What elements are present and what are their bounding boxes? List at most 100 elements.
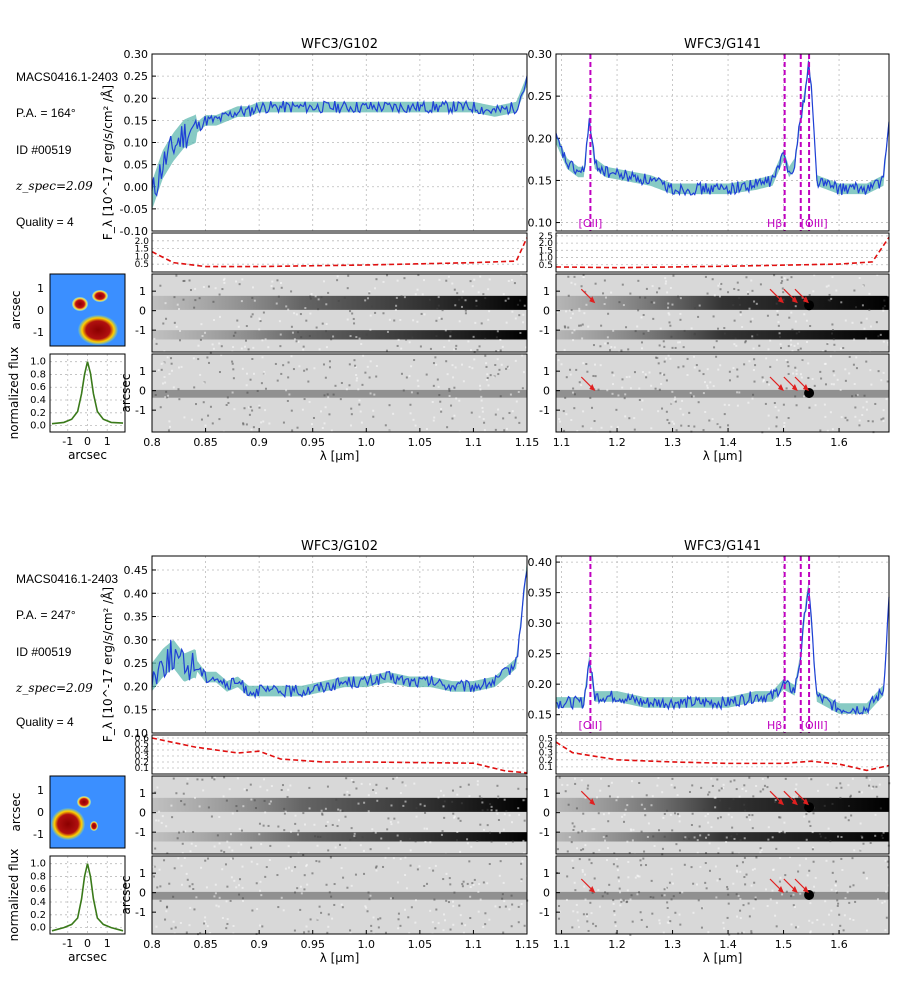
noise-pixel (705, 887, 708, 890)
noise-pixel (613, 346, 616, 349)
noise-pixel (636, 325, 639, 328)
noise-pixel (656, 784, 659, 787)
noise-pixel (218, 293, 221, 296)
noise-pixel (476, 840, 479, 843)
noise-pixel (401, 781, 404, 784)
noise-pixel (811, 848, 814, 851)
noise-pixel (351, 312, 354, 315)
spatial-tick-label: 0 (139, 305, 146, 318)
noise-pixel (432, 362, 435, 365)
noise-pixel (647, 822, 650, 825)
x-tick-label: 1.5 (775, 938, 793, 951)
noise-pixel (468, 795, 471, 798)
noise-pixel (556, 848, 559, 851)
noise-pixel (570, 309, 573, 312)
noise-pixel (492, 375, 495, 378)
noise-pixel (575, 368, 578, 371)
x-axis-2: 0.8 0.85 0.9 0.95 1.0 1.05 1.1 1.15λ [μm] (143, 930, 539, 965)
noise-pixel (244, 345, 247, 348)
noise-pixel (456, 292, 459, 295)
noise-pixel (876, 274, 879, 277)
noise-pixel (580, 384, 583, 387)
noise-pixel (404, 908, 407, 911)
noise-pixel (615, 932, 618, 935)
noise-pixel (345, 777, 348, 780)
noise-pixel (287, 845, 290, 848)
noise-pixel (321, 322, 324, 325)
noise-pixel (223, 277, 226, 280)
noise-pixel (843, 914, 846, 917)
noise-pixel (392, 857, 395, 860)
noise-pixel (865, 317, 868, 320)
noise-pixel (702, 429, 705, 432)
noise-pixel (325, 824, 328, 827)
x-tick-label: 1.4 (719, 436, 737, 449)
noise-pixel (794, 305, 797, 308)
noise-pixel (516, 303, 519, 306)
noise-pixel (716, 778, 719, 781)
noise-pixel (238, 893, 241, 896)
noise-pixel (335, 798, 338, 801)
arrow-head (802, 798, 809, 806)
noise-pixel (564, 396, 567, 399)
noise-pixel (162, 322, 165, 325)
noise-pixel (846, 891, 849, 894)
2d-spectrum-raw-2: 10-1 (135, 775, 528, 856)
noise-pixel (818, 832, 821, 835)
noise-pixel (759, 790, 762, 793)
noise-pixel (631, 920, 634, 923)
noise-pixel (875, 321, 878, 324)
noise-pixel (670, 867, 673, 870)
x-tick-label: 1.4 (719, 938, 737, 951)
spectrum-line (555, 61, 890, 197)
noise-pixel (774, 800, 777, 803)
noise-pixel (218, 418, 221, 421)
noise-pixel (663, 835, 666, 838)
noise-pixel (200, 323, 203, 326)
noise-pixel (630, 829, 633, 832)
noise-pixel (665, 379, 668, 382)
noise-pixel (420, 312, 423, 315)
noise-pixel (480, 399, 483, 402)
plot-title: WFC3/G102 (301, 37, 378, 52)
noise-pixel (369, 894, 372, 897)
noise-pixel (847, 819, 850, 822)
noise-pixel (442, 878, 445, 881)
noise-pixel (794, 926, 797, 929)
noise-pixel (865, 877, 868, 880)
noise-pixel (573, 881, 576, 884)
noise-pixel (389, 820, 392, 823)
noise-pixel (558, 418, 561, 421)
noise-pixel (719, 364, 722, 367)
noise-pixel (790, 343, 793, 346)
noise-pixel (571, 391, 574, 394)
noise-pixel (672, 422, 675, 425)
2d-spectrum-clean-0: 10-1 (135, 353, 528, 433)
noise-pixel (331, 917, 334, 920)
noise-pixel (739, 870, 742, 873)
noise-pixel (393, 319, 396, 322)
noise-pixel (260, 843, 263, 846)
noise-pixel (811, 831, 814, 834)
noise-pixel (375, 783, 378, 786)
noise-pixel (307, 380, 310, 383)
noise-pixel (622, 899, 625, 902)
noise-pixel (697, 401, 700, 404)
noise-pixel (323, 394, 326, 397)
noise-pixel (423, 279, 426, 282)
noise-pixel (507, 366, 510, 369)
noise-pixel (565, 310, 568, 313)
noise-pixel (448, 389, 451, 392)
noise-pixel (564, 790, 567, 793)
noise-pixel (424, 840, 427, 843)
noise-pixel (868, 778, 871, 781)
noise-pixel (486, 808, 489, 811)
noise-pixel (520, 274, 523, 277)
noise-pixel (180, 800, 183, 803)
noise-pixel (161, 815, 164, 818)
noise-pixel (795, 332, 798, 335)
y-tick-label: 0.20 (124, 680, 149, 693)
noise-pixel (437, 304, 440, 307)
profile-x-tick-label: 0 (84, 435, 91, 448)
image-frame (151, 273, 528, 353)
